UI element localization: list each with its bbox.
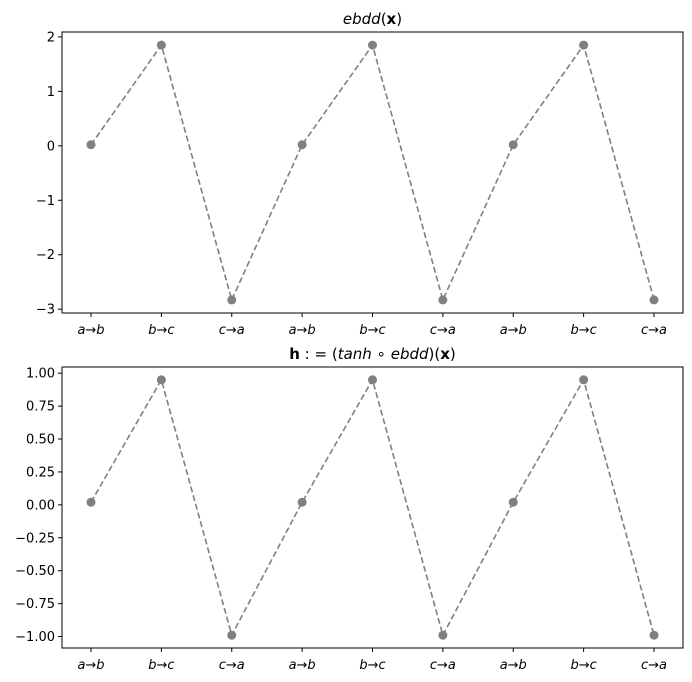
x-tick-label: c→a — [641, 658, 667, 673]
chart-2: h : = (tanh ∘ ebdd)(x) −1.00 −0.75 −0.50 −0.… — [15, 345, 684, 673]
chart-title-part: ∘ — [372, 345, 391, 363]
data-point — [227, 295, 237, 305]
y-tick-label: 1 — [47, 85, 55, 100]
data-point — [579, 40, 589, 50]
x-tick-label: c→a — [219, 323, 245, 338]
x-tick-label: c→a — [430, 658, 456, 673]
y-tick-label: 1.00 — [26, 367, 55, 382]
y-tick-label: −0.25 — [15, 531, 55, 546]
x-tick-label: a→b — [77, 658, 104, 673]
data-point — [368, 40, 377, 50]
x-tick-label: a→b — [77, 323, 104, 338]
y-tick-label: −2 — [36, 248, 55, 263]
data-point — [368, 375, 377, 385]
data-point — [579, 375, 589, 385]
data-point — [86, 497, 96, 507]
data-point — [649, 630, 659, 640]
data-point — [297, 140, 307, 150]
chart-1: ebdd(x) −3 −2 −1 0 1 2 a→b b→c c→a a→b b→c c→a a→b b→c… — [36, 10, 684, 338]
x-tick-label: c→a — [641, 323, 667, 338]
chart-title-part: : = ( — [300, 345, 338, 363]
chart-title-part: ebdd — [391, 345, 429, 363]
chart-title-part: x — [387, 10, 397, 28]
x-tick-label: c→a — [219, 658, 245, 673]
data-point — [156, 40, 166, 50]
data-point — [438, 630, 448, 640]
chart-title-part: h — [289, 345, 300, 363]
series-line — [90, 377, 655, 638]
y-tick-label: −0.50 — [15, 564, 55, 579]
x-tick-label: b→c — [570, 658, 596, 673]
data-point — [649, 295, 659, 305]
y-tick-label: 0 — [47, 139, 55, 154]
x-tick-label: a→b — [289, 323, 316, 338]
axes-frame — [61, 366, 684, 649]
chart-title-part: ) — [396, 10, 402, 28]
x-tick-label: a→b — [500, 323, 527, 338]
chart-title: h : = (tanh ∘ ebdd)(x) — [289, 345, 456, 363]
chart-title-part: ebdd — [343, 10, 381, 28]
y-tick-label: −1 — [36, 194, 55, 209]
axes-frame — [61, 31, 684, 314]
y-tick-label: 0.00 — [26, 498, 55, 513]
data-point — [438, 295, 448, 305]
data-point — [227, 630, 237, 640]
data-point — [297, 497, 307, 507]
chart-title: ebdd(x) — [343, 10, 402, 28]
chart-title-part: ( — [381, 10, 387, 28]
y-tick-label: −3 — [36, 303, 55, 318]
x-tick-label: b→c — [359, 323, 385, 338]
x-tick-label: b→c — [148, 658, 174, 673]
chart-title-part: ) — [450, 345, 456, 363]
y-tick-label: 0.25 — [26, 465, 55, 480]
x-tick-label: a→b — [289, 658, 316, 673]
y-tick-label: 0.50 — [26, 433, 55, 448]
x-tick-label: c→a — [430, 323, 456, 338]
data-point — [508, 497, 518, 507]
y-tick-label: −0.75 — [15, 597, 55, 612]
x-tick-label: b→c — [570, 323, 596, 338]
y-tick-label: 0.75 — [26, 400, 55, 415]
x-tick-label: b→c — [359, 658, 385, 673]
data-point — [156, 375, 166, 385]
y-tick-label: −1.00 — [15, 630, 55, 645]
chart-title-part: x — [440, 345, 450, 363]
data-point — [508, 140, 518, 150]
data-point — [86, 140, 96, 150]
x-tick-label: a→b — [500, 658, 527, 673]
x-tick-label: b→c — [148, 323, 174, 338]
chart-title-part: tanh — [338, 345, 372, 363]
chart-title-part: )( — [429, 345, 441, 363]
y-tick-label: 2 — [47, 30, 55, 45]
series-line — [90, 43, 655, 303]
